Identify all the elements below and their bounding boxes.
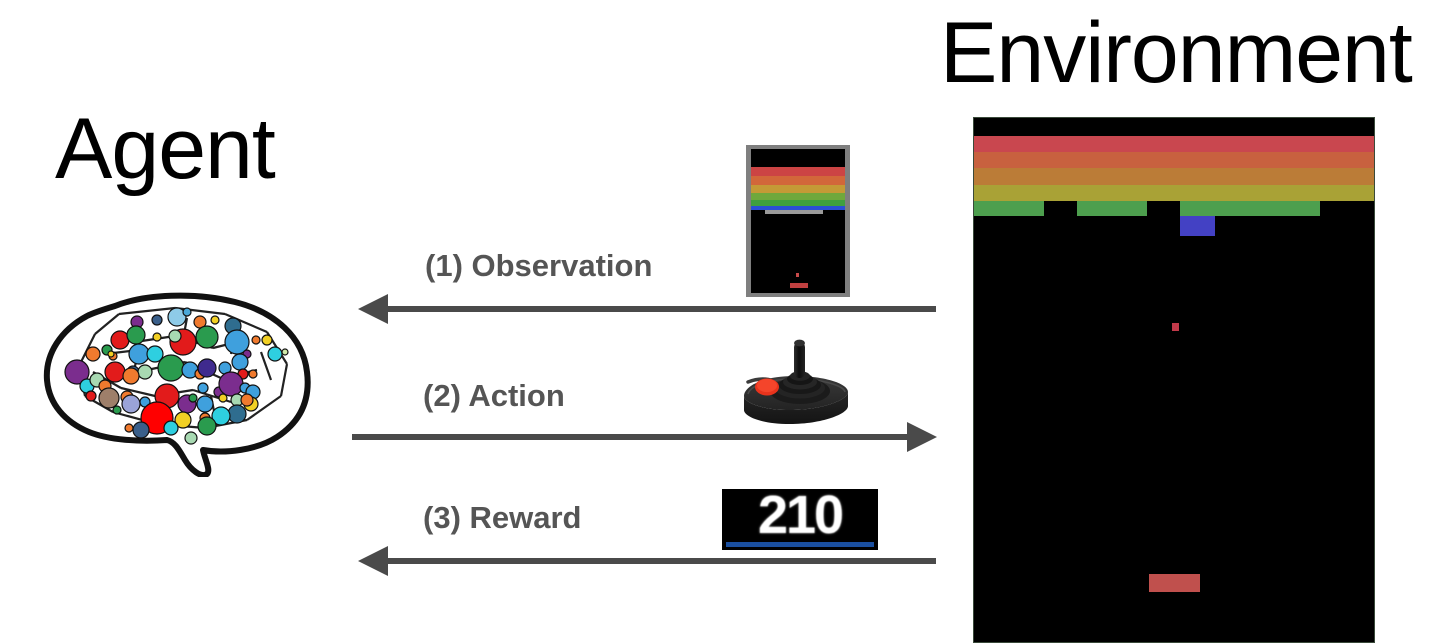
environment-title: Environment bbox=[940, 5, 1413, 101]
arrowhead-right-icon bbox=[907, 422, 937, 452]
brick-row-orange bbox=[974, 152, 1374, 168]
thumb-brick-lime bbox=[751, 193, 845, 200]
thumb-grey-paddle bbox=[765, 210, 823, 214]
arrow-shaft bbox=[384, 306, 936, 312]
label-action: (2) Action bbox=[423, 378, 565, 413]
thumb-brick-orange bbox=[751, 176, 845, 185]
brick-green-segment bbox=[1077, 201, 1147, 216]
brick-row-olive bbox=[974, 185, 1374, 201]
thumbnail-screen bbox=[751, 149, 845, 293]
arrow-shaft bbox=[384, 558, 936, 564]
thumb-brick-yellow bbox=[751, 185, 845, 193]
agent-title: Agent bbox=[55, 101, 276, 197]
brick-row-red bbox=[974, 136, 1374, 152]
brain-network-icon bbox=[35, 292, 325, 478]
atari-game-screen bbox=[973, 117, 1375, 643]
arrow-observation bbox=[358, 294, 936, 324]
joystick-icon bbox=[726, 334, 872, 434]
thumb-ball bbox=[796, 273, 799, 277]
arrow-action bbox=[352, 422, 937, 452]
arrow-shaft bbox=[352, 434, 910, 440]
label-observation: (1) Observation bbox=[425, 248, 653, 283]
reward-score-image: 210 bbox=[722, 489, 878, 550]
blue-block bbox=[1180, 216, 1215, 236]
brick-row-dark-orange bbox=[974, 168, 1374, 185]
brick-green-segment bbox=[1180, 201, 1320, 216]
observation-thumbnail bbox=[746, 145, 850, 297]
reward-score-value: 210 bbox=[757, 489, 844, 545]
arrow-reward bbox=[358, 546, 936, 576]
label-reward: (3) Reward bbox=[423, 500, 582, 535]
brick-row-green bbox=[974, 201, 1374, 216]
brick-green-segment bbox=[974, 201, 1044, 216]
thumb-bottom-paddle bbox=[790, 283, 808, 288]
reward-blue-bar bbox=[726, 542, 874, 547]
thumb-blue-line bbox=[751, 206, 845, 210]
thumb-brick-green bbox=[751, 200, 845, 206]
arrowhead-left-icon bbox=[358, 294, 388, 324]
game-paddle bbox=[1149, 574, 1200, 592]
game-ball bbox=[1172, 323, 1179, 331]
thumb-brick-red bbox=[751, 167, 845, 176]
arrowhead-left-icon bbox=[358, 546, 388, 576]
